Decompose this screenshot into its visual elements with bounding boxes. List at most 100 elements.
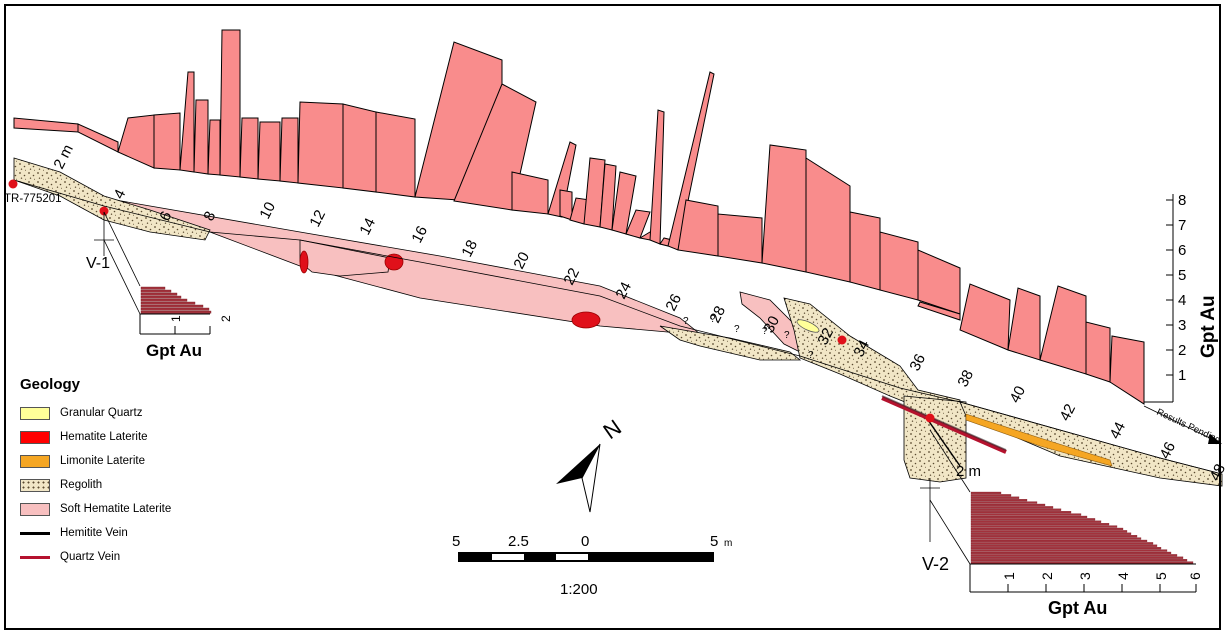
- legend-item: Regolith: [20, 473, 171, 497]
- axis-tick-label: 1: [1178, 367, 1186, 384]
- legend-label: Quartz Vein: [60, 551, 121, 563]
- trench-section: [8, 157, 1223, 487]
- chainage-label: 42: [1056, 401, 1079, 424]
- chainage-label: 40: [1006, 383, 1029, 406]
- vein-hist-bar: [970, 544, 1158, 547]
- vein-hist-bar: [970, 535, 1138, 538]
- axis-tick-label: 2: [219, 315, 233, 322]
- axis-tick-label: 6: [1187, 572, 1203, 580]
- histogram-bar: [805, 157, 851, 283]
- limonite-laterite: [965, 413, 1113, 467]
- vein-2-histogram: 2 m V-2 1 2 3 4 5 6 Gpt Au: [920, 429, 1203, 618]
- axis-tick-label: 1: [1001, 572, 1017, 580]
- vein-hist-bar: [970, 518, 1096, 521]
- histogram-bar: [667, 71, 715, 251]
- histogram-bar: [1039, 285, 1087, 375]
- histogram-bar: [649, 109, 665, 245]
- chainage-label: 28: [706, 303, 729, 326]
- legend-swatch: [20, 430, 50, 444]
- scale-label: 2.5: [508, 533, 529, 550]
- vein-hist-bar: [970, 503, 1046, 507]
- chainage-label: 32: [814, 325, 837, 348]
- scale-unit: m: [724, 538, 732, 549]
- chainage-label: 20: [510, 249, 533, 272]
- legend-swatch: [20, 454, 50, 468]
- vein-hist-bar: [970, 494, 1012, 497]
- regolith-pit: [903, 395, 967, 483]
- axis-tick-label: 8: [1178, 192, 1186, 209]
- scale-label: 0: [581, 533, 589, 550]
- histogram-bar: [879, 231, 919, 301]
- vein-hist-bar: [970, 542, 1154, 545]
- uncertain-contacts: ? ? ? ? ? ?: [683, 314, 814, 361]
- question-mark: ?: [762, 326, 768, 337]
- vein-hist-bar: [970, 499, 1028, 502]
- vein-hist-bar: [970, 523, 1110, 526]
- hematite-pod: [299, 250, 309, 274]
- legend-swatch: [20, 406, 50, 420]
- question-mark: ?: [734, 324, 740, 335]
- vein-hist-bar: [970, 537, 1142, 540]
- vein-hist-bar: [970, 496, 1020, 499]
- scale-label: 5: [452, 533, 460, 550]
- hematite-vein: [881, 395, 1007, 451]
- legend-label: Granular Quartz: [60, 407, 143, 419]
- vein-hist-bar: [970, 554, 1178, 557]
- axis-tick-label: 6: [1178, 242, 1186, 259]
- chainage-label: 34: [850, 337, 873, 360]
- chainage-label: 46: [1156, 439, 1179, 462]
- axis-title: Gpt Au: [1198, 295, 1219, 358]
- question-mark: ?: [710, 314, 716, 325]
- histogram-bar: [849, 211, 881, 291]
- histogram-bar: [153, 112, 181, 171]
- vein-hist-bar: [970, 506, 1054, 509]
- legend-item: Soft Hematite Laterite: [20, 497, 171, 521]
- sample-point: [99, 206, 109, 216]
- axis-tick-label: 1: [169, 315, 183, 322]
- chainage-label: 10: [256, 199, 279, 222]
- histogram-bar: [917, 301, 961, 321]
- vein-hist-bar: [970, 527, 1124, 531]
- hematite-pod: [571, 311, 601, 329]
- axis-title: Gpt Au: [1048, 598, 1107, 618]
- histogram-bar: [611, 171, 637, 235]
- chainage-label: 14: [356, 215, 379, 238]
- histogram-bar: [511, 171, 549, 215]
- legend: Geology Granular Quartz Hematite Laterite…: [20, 376, 171, 569]
- sample-point: [837, 335, 847, 345]
- histogram-bar: [1007, 287, 1041, 361]
- gold-histogram: [13, 29, 1145, 405]
- legend-label: Soft Hematite Laterite: [60, 503, 172, 515]
- vein-hist-bar: [970, 525, 1118, 528]
- legend-swatch: [20, 555, 50, 559]
- histogram-bar: [279, 117, 299, 184]
- histogram-bar: [547, 141, 577, 218]
- histogram-bar: [257, 121, 281, 182]
- histogram-bar: [761, 144, 807, 273]
- vein-hist-bar: [970, 530, 1128, 533]
- vein-hist-bar: [970, 501, 1038, 504]
- histogram-bar: [193, 99, 209, 175]
- map-frame: [4, 4, 1221, 630]
- chainage-label: 26: [662, 291, 685, 314]
- vein-hist-bar: [970, 511, 1072, 514]
- chainage-label: 30: [760, 313, 783, 336]
- vein-hist-bar: [970, 520, 1102, 523]
- histogram-bar: [599, 163, 617, 231]
- chainage-label: 36: [906, 351, 929, 374]
- chainage-label: 18: [458, 237, 481, 260]
- histogram-bar: [207, 119, 221, 176]
- vein-hist-bar: [970, 508, 1062, 511]
- question-mark: ?: [784, 330, 790, 341]
- axis-tick-label: 7: [1178, 217, 1186, 234]
- axis-tick-label: 5: [1153, 572, 1169, 580]
- legend-item: Hematite Laterite: [20, 425, 171, 449]
- histogram-bar: [219, 29, 241, 178]
- soft-hematite-wedge: [739, 291, 809, 357]
- axis-tick-label: 5: [1178, 267, 1186, 284]
- axis-tick-label: 4: [1178, 292, 1186, 309]
- vein-hist-bar: [970, 549, 1168, 552]
- axis-tick-label: 2: [1178, 342, 1186, 359]
- granular-quartz: [796, 319, 820, 333]
